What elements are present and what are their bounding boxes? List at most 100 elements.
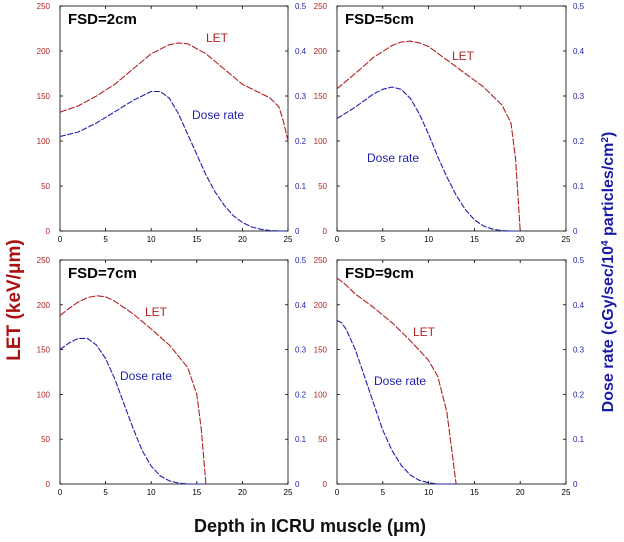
y-axis-label-right: Dose rate (cGy/sec/104 particles/cm2) [600, 132, 618, 413]
y-tick-label-right: 0.5 [295, 2, 307, 11]
panel-title: FSD=9cm [345, 265, 414, 282]
dose-rate-curve [59, 337, 206, 485]
panel-2: 0 5 10 15 20 2505010015020025000.10.20.30.40.… [314, 2, 585, 244]
y-tick-label-left: 100 [314, 390, 328, 399]
let-curve [336, 277, 457, 485]
x-tick-label: 25 [562, 235, 571, 244]
panel-4: 0 5 10 15 20 2505010015020025000.10.20.30.40.… [314, 256, 585, 497]
x-tick-label: 20 [516, 488, 525, 497]
let-label: LET [452, 49, 475, 63]
let-label: LET [413, 325, 436, 339]
y-tick-label-left: 250 [314, 2, 328, 11]
x-tick-label: 10 [424, 235, 433, 244]
y-tick-label-right: 0.3 [573, 346, 585, 355]
y-tick-label-left: 200 [314, 47, 328, 56]
y-tick-label-right: 0.2 [295, 137, 307, 146]
plot-frame [59, 259, 289, 485]
panel-3: 0 5 10 15 20 2505010015020025000.10.20.30.40.… [37, 256, 307, 497]
y-tick-label-right: 0.2 [573, 137, 585, 146]
x-tick-label: 0 [335, 488, 340, 497]
y-axis-label-right-part1: Dose rate (cGy/sec/10 [600, 246, 617, 412]
y-tick-label-left: 150 [37, 92, 51, 101]
y-tick-label-left: 250 [37, 256, 51, 265]
x-tick-label: 15 [192, 488, 201, 497]
y-tick-label-right: 0 [573, 227, 578, 236]
y-tick-label-right: 0.1 [573, 435, 585, 444]
dose-rate-label: Dose rate [120, 369, 172, 383]
x-tick-label: 5 [103, 488, 108, 497]
y-tick-label-right: 0.2 [295, 390, 307, 399]
y-tick-label-right: 0.3 [295, 92, 307, 101]
x-tick-label: 20 [238, 488, 247, 497]
panel-title: FSD=2cm [68, 11, 137, 28]
y-tick-label-right: 0.5 [573, 2, 585, 11]
dose-rate-curve [59, 90, 288, 232]
plot-frame [336, 5, 567, 232]
let-curve [336, 40, 521, 232]
plot-frame [336, 259, 567, 485]
y-tick-label-left: 50 [41, 182, 50, 191]
y-tick-label-left: 100 [37, 137, 51, 146]
y-tick-label-right: 0 [295, 227, 300, 236]
y-tick-label-left: 50 [41, 435, 50, 444]
panel-1: 0 5 10 15 20 2505010015020025000.10.20.30.40.… [37, 2, 307, 244]
y-axis-label-right-sup2: 2 [600, 137, 611, 143]
y-axis-label-right-part3: ) [600, 132, 617, 137]
y-tick-label-left: 0 [46, 480, 51, 489]
dose-rate-label: Dose rate [374, 374, 426, 388]
dose-rate-curve [336, 86, 521, 232]
x-tick-label: 10 [147, 235, 156, 244]
y-tick-label-right: 0.1 [573, 182, 585, 191]
y-tick-label-left: 200 [314, 301, 328, 310]
y-tick-label-left: 200 [37, 301, 51, 310]
x-tick-label: 10 [424, 488, 433, 497]
y-tick-label-left: 0 [46, 227, 51, 236]
x-tick-label: 15 [470, 488, 479, 497]
y-tick-label-left: 50 [318, 182, 327, 191]
panel-title: FSD=5cm [345, 11, 414, 28]
y-tick-label-left: 150 [314, 346, 328, 355]
x-tick-label: 20 [238, 235, 247, 244]
x-tick-label: 15 [192, 235, 201, 244]
y-tick-label-right: 0.2 [573, 390, 585, 399]
y-tick-label-right: 0 [295, 480, 300, 489]
let-curve [59, 295, 207, 485]
let-label: LET [206, 31, 229, 45]
x-tick-label: 0 [335, 235, 340, 244]
x-tick-label: 5 [381, 235, 386, 244]
dose-rate-label: Dose rate [367, 151, 419, 165]
x-tick-label: 0 [58, 488, 63, 497]
x-tick-label: 0 [58, 235, 63, 244]
y-tick-label-left: 0 [323, 227, 328, 236]
y-tick-label-left: 50 [318, 435, 327, 444]
y-tick-label-left: 100 [37, 390, 51, 399]
x-tick-label: 5 [381, 488, 386, 497]
y-tick-label-left: 0 [323, 480, 328, 489]
y-axis-label-right-part2: particles/cm [600, 143, 617, 241]
let-label: LET [145, 305, 168, 319]
y-tick-label-right: 0.3 [295, 346, 307, 355]
y-axis-label-left: LET (keV/μm) [4, 239, 25, 360]
y-tick-label-right: 0.5 [295, 256, 307, 265]
y-tick-label-right: 0.1 [295, 435, 307, 444]
y-tick-label-right: 0 [573, 480, 578, 489]
x-tick-label: 25 [562, 488, 571, 497]
plot-frame [59, 5, 289, 232]
y-tick-label-right: 0.4 [573, 47, 585, 56]
x-tick-label: 25 [284, 235, 293, 244]
x-tick-label: 20 [516, 235, 525, 244]
y-tick-label-right: 0.5 [573, 256, 585, 265]
y-tick-label-right: 0.1 [295, 182, 307, 191]
x-tick-label: 15 [470, 235, 479, 244]
y-axis-label-right-sup1: 4 [600, 240, 611, 246]
y-tick-label-right: 0.4 [295, 47, 307, 56]
x-tick-label: 5 [103, 235, 108, 244]
dose-rate-label: Dose rate [192, 108, 244, 122]
x-tick-label: 10 [147, 488, 156, 497]
y-tick-label-left: 100 [314, 137, 328, 146]
x-tick-label: 25 [284, 488, 293, 497]
y-tick-label-left: 150 [37, 346, 51, 355]
y-tick-label-right: 0.3 [573, 92, 585, 101]
y-tick-label-right: 0.4 [295, 301, 307, 310]
